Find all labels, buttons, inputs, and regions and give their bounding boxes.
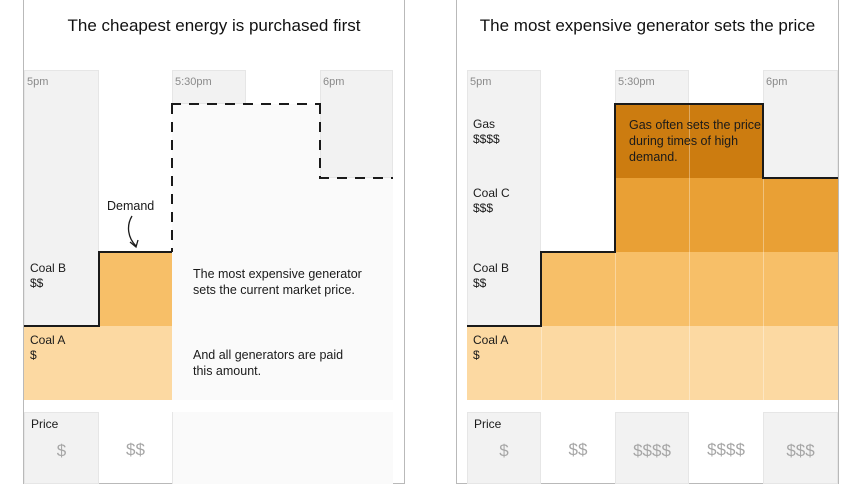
demand-line-segment [614,103,616,253]
demand-line-segment [540,251,542,327]
generators-paid-note: And all generators are paid this amount. [193,348,344,378]
generator-price: $$ [30,276,44,290]
generator-price: $$ [473,276,487,290]
price-row-label: Price [31,417,59,431]
price-cell-5pm: Price $ [24,412,99,484]
price-value: $ [56,441,67,460]
left-panel-title: The cheapest energy is purchased first [67,16,361,35]
time-label-6pm: 6pm [323,76,345,88]
generator-name: Coal A [30,333,66,347]
future-demand-dashed-line [171,103,321,105]
future-demand-dashed-line [319,104,321,179]
price-cell-545pm: $$$$ [689,412,763,484]
generator-price: $ [30,348,37,362]
column-530pm-body [172,104,246,400]
demand-arrow-icon [127,215,139,249]
coal-a-band [467,326,838,400]
column-divider [541,326,542,400]
price-value: $$$ [786,441,815,460]
generator-price: $$$ [473,201,494,215]
price-cell-515pm: $$ [99,412,172,484]
generator-price: $$$$ [473,132,500,146]
coal-b-band [541,252,838,326]
demand-line-segment [614,103,764,105]
demand-line-segment [467,325,542,327]
column-6pm-body [320,178,393,400]
demand-line-segment [540,251,616,253]
price-value: $$$$ [633,441,671,460]
price-cell-515pm: $$ [541,412,615,484]
coal-a-label: Coal A $ [30,333,65,363]
time-label-530pm: 5:30pm [618,76,655,88]
gas-band [615,104,763,178]
time-label-5pm: 5pm [470,76,492,88]
column-5pm: 5pm [24,70,99,326]
gas-label: Gas $$$$ [473,117,500,147]
gas-note: Gas often sets the price during times of… [629,118,762,164]
coal-c-label: Coal C $$$ [473,186,510,216]
column-divider [615,252,616,400]
coal-c-band [615,178,838,252]
future-demand-dashed-line [171,104,173,252]
right-panel-title: The most expensive generator sets the pr… [479,16,816,35]
column-divider [689,104,690,400]
price-value: $$$$ [707,440,745,459]
column-530pm: 5:30pm [172,70,246,104]
coal-b-label: Coal B $$ [473,261,509,291]
price-cell-530pm [172,412,246,484]
price-value: $$ [568,440,588,459]
time-label-530pm: 5:30pm [175,76,212,88]
market-price-note: The most expensive generator sets the cu… [193,267,362,297]
right-diagram-panel: The most expensive generator sets the pr… [456,0,839,484]
time-label-5pm: 5pm [27,76,49,88]
coal-a-label: Coal A $ [473,333,508,363]
demand-line-segment [98,251,172,253]
price-value: $ [499,441,509,460]
time-label-6pm: 6pm [766,76,788,88]
generator-name: Coal B [473,261,510,275]
price-cell-6pm: $$$ [763,412,838,484]
price-cell-5pm: Price $ [467,412,541,484]
left-diagram-panel: The cheapest energy is purchased first 5… [23,0,405,484]
demand-line-segment [762,177,838,179]
generator-name: Coal A [473,333,509,347]
column-6pm: 6pm [763,70,838,178]
generator-name: Coal C [473,186,510,200]
demand-line-segment [24,325,99,327]
price-row-label: Price [474,417,502,431]
column-530pm: 5:30pm [615,70,689,104]
coal-b-label: Coal B $$ [30,261,66,291]
price-value: $$ [126,440,145,459]
price-cell-545pm [246,412,320,484]
coal-b-band [99,252,172,326]
generator-price: $ [473,348,480,362]
demand-line-segment [762,103,764,179]
price-cell-530pm: $$$$ [615,412,689,484]
column-545pm-body [246,104,320,400]
demand-line-segment [98,251,100,327]
generator-name: Coal B [30,261,67,275]
column-divider [763,178,764,400]
demand-annotation: Demand [107,199,155,213]
generator-name: Gas [473,117,496,131]
coal-a-band [24,326,172,400]
future-demand-dashed-line [319,177,393,179]
price-cell-6pm [320,412,393,484]
column-6pm: 6pm [320,70,393,178]
